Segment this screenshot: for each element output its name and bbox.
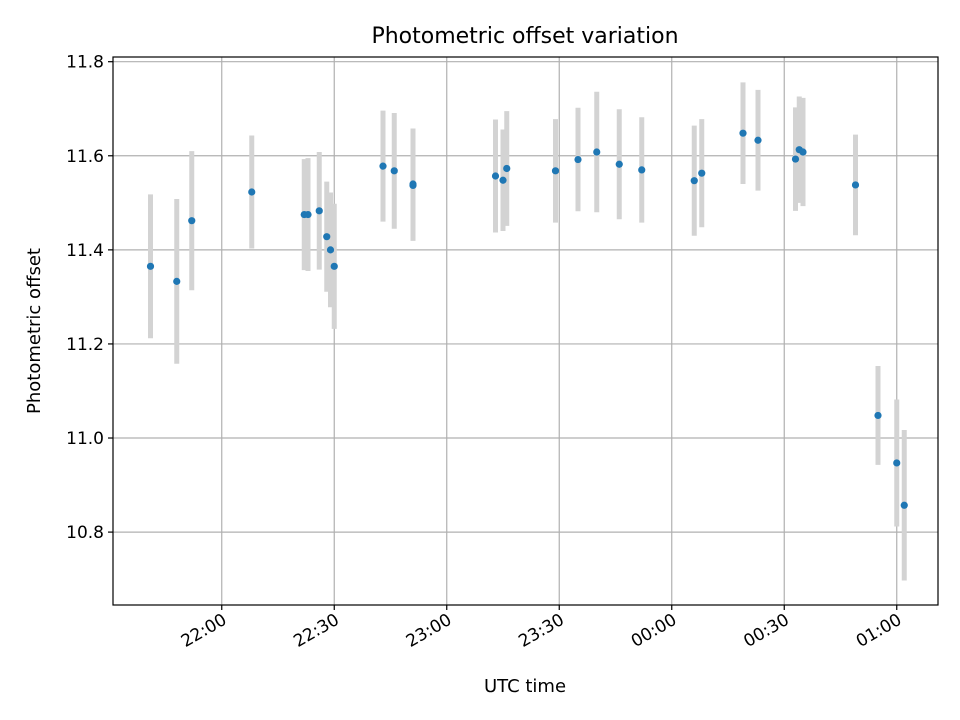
data-point — [551, 167, 560, 175]
data-point — [503, 164, 511, 173]
data-point — [874, 411, 882, 420]
data-point — [593, 148, 601, 156]
data-point — [248, 188, 256, 196]
y-tick-label: 11.2 — [66, 335, 104, 355]
y-tick-label: 11.0 — [66, 429, 104, 449]
y-axis-label: Photometric offset — [24, 248, 45, 414]
y-axis: 10.8 11.0 11.2 11.4 11.6 11.8 — [66, 53, 113, 543]
data-point — [799, 148, 807, 156]
data-point — [754, 136, 762, 144]
data-point — [499, 176, 507, 184]
data-point — [851, 181, 860, 189]
data-point — [323, 233, 331, 241]
data-point — [188, 217, 196, 225]
data-point — [326, 246, 335, 254]
y-tick-label: 11.6 — [66, 147, 104, 167]
data-point — [791, 155, 800, 163]
data-points — [146, 129, 908, 509]
data-point — [893, 459, 901, 467]
data-point — [900, 501, 908, 509]
data-point — [304, 210, 312, 219]
y-tick-label: 11.8 — [66, 53, 104, 73]
data-point — [379, 162, 387, 170]
data-point — [739, 129, 747, 137]
data-point — [491, 172, 500, 180]
data-point — [698, 169, 706, 177]
data-point — [638, 166, 646, 174]
data-point — [146, 262, 155, 270]
data-point — [409, 181, 417, 190]
x-axis-label: UTC time — [484, 676, 566, 697]
data-point — [390, 167, 398, 175]
y-tick-label: 10.8 — [66, 523, 104, 543]
data-point — [690, 177, 698, 185]
data-point — [173, 277, 181, 285]
data-point — [330, 262, 338, 270]
data-point — [315, 207, 323, 215]
y-tick-label: 11.4 — [66, 241, 104, 261]
plot-area-frame — [112, 56, 939, 606]
data-point — [615, 160, 623, 168]
chart-title: Photometric offset variation — [371, 24, 678, 49]
data-point — [574, 155, 582, 164]
